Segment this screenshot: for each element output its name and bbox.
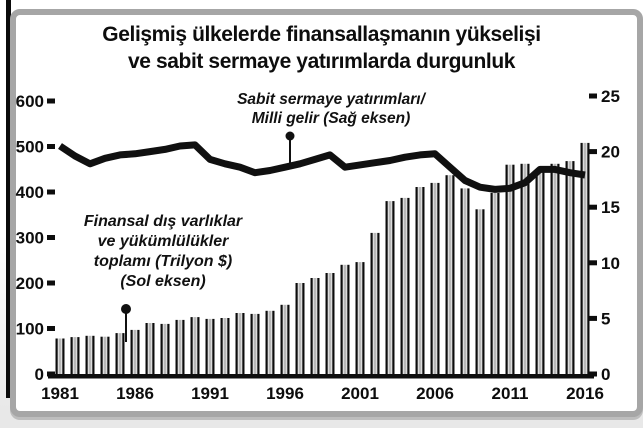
left-axis-label-600: 600	[16, 92, 44, 111]
x-axis-label-1996: 1996	[266, 384, 304, 403]
bar-1996	[280, 304, 290, 374]
right-axis-label-10: 10	[601, 254, 620, 273]
right-tick-15	[589, 204, 597, 210]
bar-2005	[415, 187, 425, 374]
bar-2006	[430, 182, 440, 374]
right-axis-label-20: 20	[601, 143, 620, 162]
bar-2007	[445, 175, 455, 374]
bar-1981	[55, 338, 65, 374]
bar-2013	[535, 169, 545, 375]
bar-1986	[130, 329, 140, 374]
annotation-financial-assets-line4: (Sol eksen)	[120, 273, 206, 290]
bar-1998	[310, 278, 320, 374]
bar-1997	[295, 283, 305, 374]
left-tick-500	[47, 144, 55, 149]
x-axis-label-1991: 1991	[191, 384, 229, 403]
bar-2012	[520, 163, 530, 374]
right-tick-10	[589, 260, 597, 266]
left-tick-600	[47, 98, 55, 104]
bar-1988	[160, 323, 170, 374]
left-tick-400	[47, 189, 55, 195]
right-tick-20	[589, 149, 597, 155]
bar-1984	[100, 336, 110, 374]
bar-2015	[565, 161, 575, 374]
bar-1993	[235, 313, 245, 374]
left-axis-label-300: 300	[16, 229, 44, 248]
page-edge-line	[6, 0, 11, 398]
right-tick-5	[589, 315, 597, 321]
bar-1987	[145, 323, 155, 374]
annotation-fixed-investment-line1: Sabit sermaye yatırımları/	[237, 91, 425, 108]
bar-1994	[250, 313, 260, 374]
left-axis-label-400: 400	[16, 183, 44, 202]
left-tick-100	[47, 326, 55, 331]
left-axis-label-200: 200	[16, 274, 44, 293]
bar-1999	[325, 273, 335, 374]
left-axis-label-500: 500	[16, 138, 44, 157]
right-tick-25	[589, 93, 597, 99]
annotation-financial-assets-line1: Finansal dış varlıklar	[83, 213, 243, 230]
x-axis-label-2016: 2016	[566, 384, 604, 403]
bar-1992	[220, 318, 230, 374]
bar-2002	[370, 232, 380, 374]
left-tick-200	[47, 280, 55, 286]
bar-2011	[505, 164, 515, 374]
x-axis-label-2001: 2001	[341, 384, 379, 403]
right-axis-label-0: 0	[601, 365, 610, 384]
bars-group	[55, 142, 590, 375]
bar-1982	[70, 337, 80, 374]
bar-2004	[400, 197, 410, 374]
bar-2009	[475, 209, 485, 374]
right-axis-label-5: 5	[601, 309, 610, 328]
bar-1991	[205, 318, 215, 374]
x-axis-label-2006: 2006	[416, 384, 454, 403]
annotation-financial-assets-line2: ve yükümlülükler	[97, 233, 229, 250]
x-axis-label-2011: 2011	[492, 384, 529, 403]
bar-2016	[580, 142, 590, 374]
chart-title-line2: ve sabit sermaye yatırımlarda durgunluk	[127, 50, 516, 73]
bar-2010	[490, 192, 500, 374]
x-axis-line	[48, 374, 594, 379]
bar-2000	[340, 264, 350, 374]
bar-2001	[355, 262, 365, 374]
x-axis-label-1986: 1986	[116, 384, 154, 403]
leader-dot-left	[121, 304, 131, 314]
annotation-fixed-investment-line2: Milli gelir (Sağ eksen)	[251, 110, 411, 127]
left-axis-label-100: 100	[16, 320, 44, 339]
bar-1990	[190, 317, 200, 374]
investment-ratio-line	[58, 141, 586, 193]
annotation-financial-assets: Finansal dış varlıklar ve yükümlülükler …	[60, 212, 266, 292]
right-axis-label-25: 25	[601, 87, 620, 106]
bar-1985	[115, 333, 125, 374]
bar-2003	[385, 201, 395, 374]
right-axis-label-15: 15	[601, 198, 620, 217]
bar-2008	[460, 188, 470, 374]
annotation-fixed-investment: Sabit sermaye yatırımları/ Milli gelir (…	[200, 90, 462, 128]
bar-1983	[85, 335, 95, 374]
left-tick-300	[47, 235, 55, 240]
x-axis-label-1981: 1981	[41, 384, 79, 403]
bar-2014	[550, 163, 560, 374]
bar-1995	[265, 310, 275, 374]
left-axis-label-0: 0	[35, 365, 44, 384]
chart-title-line1: Gelişmiş ülkelerde finansallaşmanın yüks…	[102, 23, 541, 46]
bar-1989	[175, 319, 185, 374]
annotation-financial-assets-line3: toplamı (Trilyon $)	[93, 253, 233, 270]
leader-dot-right	[285, 131, 295, 141]
